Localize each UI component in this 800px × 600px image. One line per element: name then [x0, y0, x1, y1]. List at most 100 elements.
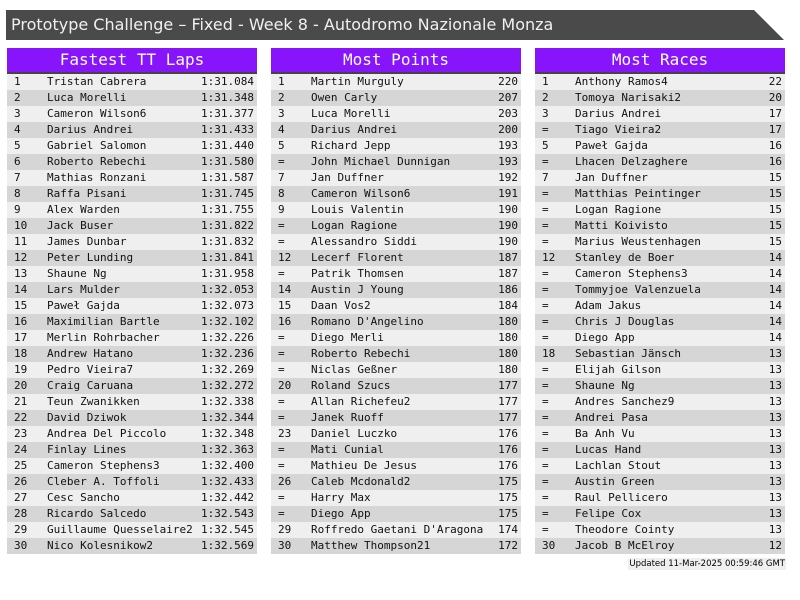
- driver-name-cell: Caleb Mcdonald2: [311, 475, 411, 488]
- table-row: = Cameron Stephens3 14: [535, 266, 785, 282]
- position-cell: 18: [14, 347, 28, 360]
- position-cell: =: [542, 363, 549, 376]
- value-cell: 190: [498, 203, 518, 216]
- table-row: = Allan Richefeu2 177: [271, 394, 521, 410]
- table-row: 30 Matthew Thompson21 172: [271, 538, 521, 554]
- driver-name-cell: Maximilian Bartle: [47, 315, 160, 328]
- leaderboard-rows: 1 Anthony Ramos4 22 2 Tomoya Narisaki2 20 3 Dar…: [535, 74, 785, 554]
- driver-name-cell: Cesc Sancho: [47, 491, 120, 504]
- table-row: 28 Ricardo Salcedo 1:32.543: [7, 506, 257, 522]
- table-row: 7 Mathias Ronzani 1:31.587: [7, 170, 257, 186]
- position-cell: 3: [278, 107, 285, 120]
- driver-name-cell: Harry Max: [311, 491, 371, 504]
- value-cell: 1:32.073: [201, 299, 254, 312]
- position-cell: =: [542, 523, 549, 536]
- position-cell: 12: [278, 251, 292, 264]
- table-row: 5 Gabriel Salomon 1:31.440: [7, 138, 257, 154]
- driver-name-cell: Logan Ragione: [575, 203, 662, 216]
- driver-name-cell: Lhacen Delzaghere: [575, 155, 688, 168]
- table-row: 9 Louis Valentin 190: [271, 202, 521, 218]
- position-cell: =: [278, 395, 285, 408]
- driver-name-cell: Martin Murguly: [311, 75, 404, 88]
- position-cell: =: [278, 491, 285, 504]
- value-cell: 16: [768, 139, 782, 152]
- value-cell: 15: [768, 235, 782, 248]
- position-cell: =: [542, 299, 549, 312]
- driver-name-cell: Alessandro Siddi: [311, 235, 417, 248]
- value-cell: 14: [768, 315, 782, 328]
- position-cell: 20: [14, 379, 28, 392]
- value-cell: 1:32.236: [201, 347, 254, 360]
- page-title: Prototype Challenge – Fixed - Week 8 - A…: [11, 15, 554, 34]
- value-cell: 187: [498, 251, 518, 264]
- value-cell: 1:32.348: [201, 427, 254, 440]
- fastest-laps-panel: Fastest TT Laps 1 Tristan Cabrera 1:31.084…: [7, 48, 257, 554]
- position-cell: 7: [278, 171, 285, 184]
- value-cell: 1:31.433: [201, 123, 254, 136]
- driver-name-cell: Andrew Hatano: [47, 347, 134, 360]
- value-cell: 13: [768, 427, 782, 440]
- driver-name-cell: Matthias Peintinger: [575, 187, 701, 200]
- position-cell: =: [542, 475, 549, 488]
- driver-name-cell: Merlin Rohrbacher: [47, 331, 160, 344]
- driver-name-cell: Raffa Pisani: [47, 187, 127, 200]
- value-cell: 22: [768, 75, 782, 88]
- position-cell: 1: [542, 75, 549, 88]
- position-cell: 12: [14, 251, 28, 264]
- position-cell: 6: [14, 155, 21, 168]
- table-row: 1 Martin Murguly 220: [271, 74, 521, 90]
- position-cell: 8: [278, 187, 285, 200]
- most-points-panel: Most Points 1 Martin Murguly 220 2 Owen Carl…: [271, 48, 521, 554]
- driver-name-cell: Teun Zwanikken: [47, 395, 140, 408]
- position-cell: 26: [14, 475, 28, 488]
- driver-name-cell: Finlay Lines: [47, 443, 127, 456]
- value-cell: 175: [498, 507, 518, 520]
- table-row: 7 Jan Duffner 15: [535, 170, 785, 186]
- table-row: 30 Jacob B McElroy 12: [535, 538, 785, 554]
- position-cell: =: [542, 187, 549, 200]
- leaderboard-rows: 1 Martin Murguly 220 2 Owen Carly 207 3 Luca Mo…: [271, 74, 521, 554]
- table-row: 3 Cameron Wilson6 1:31.377: [7, 106, 257, 122]
- table-row: 22 David Dziwok 1:32.344: [7, 410, 257, 426]
- value-cell: 190: [498, 235, 518, 248]
- position-cell: 2: [14, 91, 21, 104]
- driver-name-cell: Luca Morelli: [47, 91, 127, 104]
- value-cell: 176: [498, 427, 518, 440]
- position-cell: 9: [14, 203, 21, 216]
- position-cell: =: [278, 331, 285, 344]
- position-cell: 5: [278, 139, 285, 152]
- value-cell: 13: [768, 363, 782, 376]
- table-row: = Mathieu De Jesus 176: [271, 458, 521, 474]
- driver-name-cell: Cameron Stephens3: [575, 267, 688, 280]
- driver-name-cell: Alex Warden: [47, 203, 120, 216]
- table-row: = Elijah Gilson 13: [535, 362, 785, 378]
- table-row: = Austin Green 13: [535, 474, 785, 490]
- position-cell: 11: [14, 235, 28, 248]
- value-cell: 1:31.958: [201, 267, 254, 280]
- title-bar: Prototype Challenge – Fixed - Week 8 - A…: [6, 10, 784, 40]
- value-cell: 13: [768, 475, 782, 488]
- value-cell: 1:32.543: [201, 507, 254, 520]
- driver-name-cell: Tommyjoe Valenzuela: [575, 283, 701, 296]
- value-cell: 187: [498, 267, 518, 280]
- driver-name-cell: Lucas Hand: [575, 443, 642, 456]
- driver-name-cell: David Dziwok: [47, 411, 127, 424]
- driver-name-cell: Darius Andrei: [47, 123, 134, 136]
- driver-name-cell: Anthony Ramos4: [575, 75, 668, 88]
- driver-name-cell: Stanley de Boer: [575, 251, 675, 264]
- value-cell: 172: [498, 539, 518, 552]
- position-cell: 12: [542, 251, 556, 264]
- position-cell: 23: [278, 427, 292, 440]
- position-cell: =: [542, 411, 549, 424]
- value-cell: 174: [498, 523, 518, 536]
- position-cell: 19: [14, 363, 28, 376]
- driver-name-cell: Jan Duffner: [311, 171, 384, 184]
- table-row: 1 Anthony Ramos4 22: [535, 74, 785, 90]
- driver-name-cell: Mathias Ronzani: [47, 171, 147, 184]
- value-cell: 1:32.363: [201, 443, 254, 456]
- table-row: = Matti Koivisto 15: [535, 218, 785, 234]
- driver-name-cell: Roberto Rebechi: [311, 347, 411, 360]
- position-cell: =: [542, 379, 549, 392]
- value-cell: 180: [498, 347, 518, 360]
- position-cell: =: [542, 203, 549, 216]
